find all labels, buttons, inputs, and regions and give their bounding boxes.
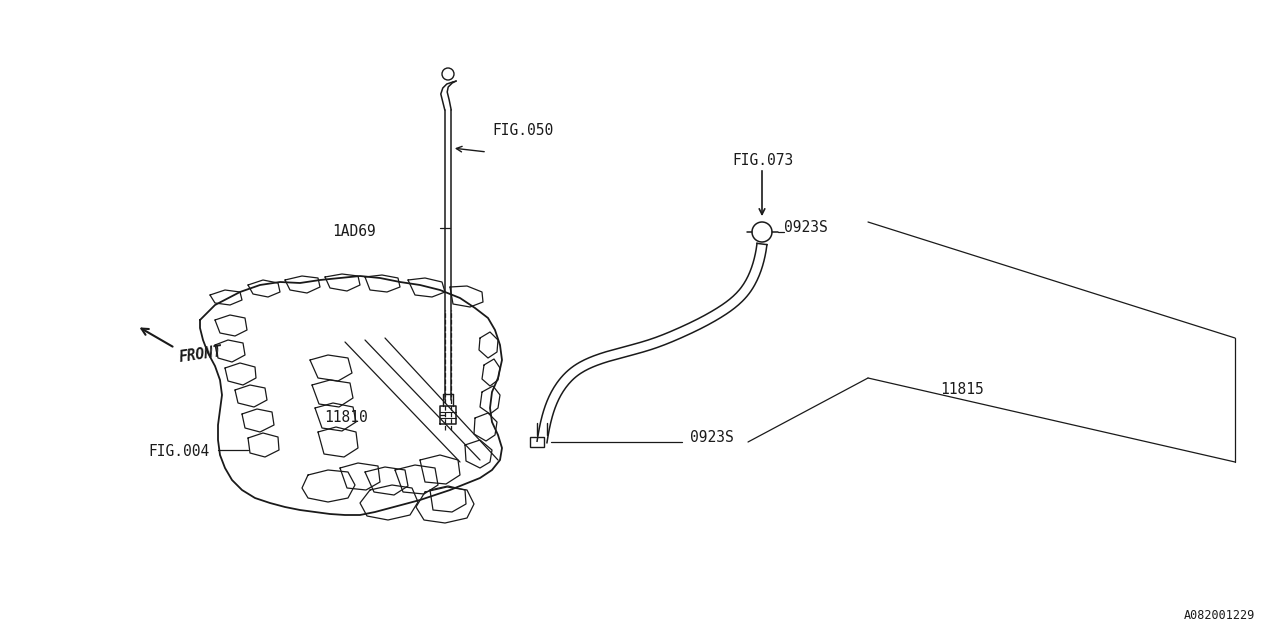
- Text: 1AD69: 1AD69: [332, 225, 376, 239]
- Text: 11815: 11815: [940, 383, 984, 397]
- Text: A082001229: A082001229: [1184, 609, 1254, 622]
- Bar: [530, 437, 544, 447]
- Text: 11810: 11810: [324, 410, 367, 426]
- Text: FIG.004: FIG.004: [148, 445, 209, 460]
- Text: FIG.073: FIG.073: [732, 153, 794, 168]
- Text: FIG.050: FIG.050: [492, 123, 553, 138]
- Text: 0923S: 0923S: [690, 431, 733, 445]
- Text: 0923S: 0923S: [783, 221, 828, 236]
- Text: FRONT: FRONT: [178, 344, 224, 364]
